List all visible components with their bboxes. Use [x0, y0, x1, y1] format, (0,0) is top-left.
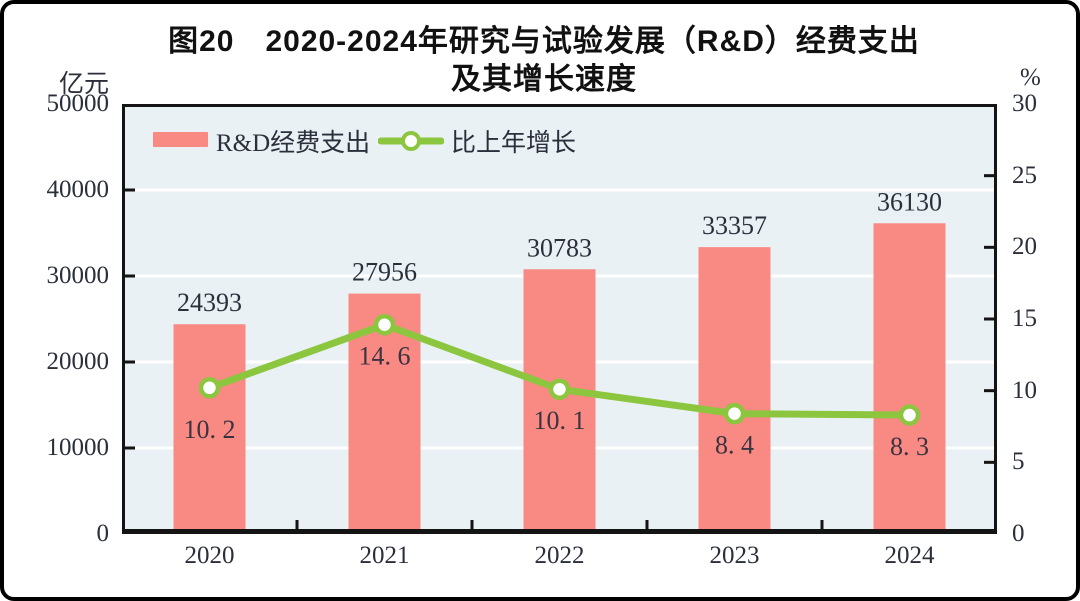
bar-value-label: 33357: [702, 211, 767, 240]
right-axis-tick: 20: [1012, 233, 1037, 261]
line-value-label: 10. 1: [534, 406, 586, 435]
x-axis-tick: 2022: [534, 542, 585, 569]
left-axis-tick: 10000: [46, 434, 110, 461]
legend-bar-swatch: [153, 132, 208, 147]
line-marker-2021: [373, 313, 396, 336]
bar-2022: [523, 269, 596, 534]
right-axis-unit: %: [1020, 64, 1041, 91]
line-marker-2022: [548, 378, 571, 400]
left-axis-tick: 20000: [46, 348, 110, 375]
right-axis-tick: 25: [1012, 161, 1037, 189]
left-axis-tick: 50000: [46, 90, 110, 117]
chart-title-line1: 图20 2020-2024年研究与试验发展（R&D）经费支出: [168, 25, 920, 58]
left-axis-tick: 30000: [46, 262, 110, 289]
x-axis-tick: 2021: [359, 542, 410, 569]
legend-bar-label: R&D经费支出: [216, 130, 371, 157]
line-marker-2023: [723, 402, 746, 425]
chart-title-line2: 及其增长速度: [451, 63, 637, 96]
bar-2020: [173, 324, 246, 534]
left-axis-unit: 亿元: [58, 71, 109, 98]
line-marker-2024: [898, 404, 921, 426]
line-value-label: 8. 4: [715, 431, 754, 460]
legend-line-label: 比上年增长: [451, 130, 577, 157]
right-axis-tick: 30: [1012, 90, 1037, 117]
x-axis-tick: 2023: [709, 542, 760, 569]
bar-value-label: 30783: [527, 233, 592, 262]
bar-value-label: 27956: [352, 258, 417, 287]
bar-value-label: 36130: [877, 187, 942, 216]
left-axis-tick: 40000: [46, 176, 110, 203]
left-axis-tick: 0: [96, 520, 110, 547]
x-axis-tick: 2024: [884, 542, 935, 569]
x-axis-tick: 2020: [184, 542, 235, 569]
legend-marker-icon: [401, 131, 421, 151]
bar-value-label: 24393: [177, 288, 242, 317]
line-value-label: 10. 2: [184, 415, 236, 444]
bar-2024: [873, 223, 946, 534]
line-value-label: 8. 3: [890, 432, 929, 461]
line-marker-2020: [198, 377, 221, 399]
right-axis-tick: 5: [1012, 448, 1025, 476]
legend-line-marker-icon: [378, 131, 444, 151]
right-axis-tick: 15: [1012, 305, 1037, 332]
right-axis-tick: 10: [1012, 376, 1037, 404]
right-axis-tick: 0: [1012, 520, 1025, 547]
bar-2023: [698, 247, 771, 534]
plot-area: 24393 27956 30783 33357 36130 10. 2 14. 6 10. 1…: [122, 104, 997, 534]
line-value-label: 14. 6: [359, 342, 411, 371]
